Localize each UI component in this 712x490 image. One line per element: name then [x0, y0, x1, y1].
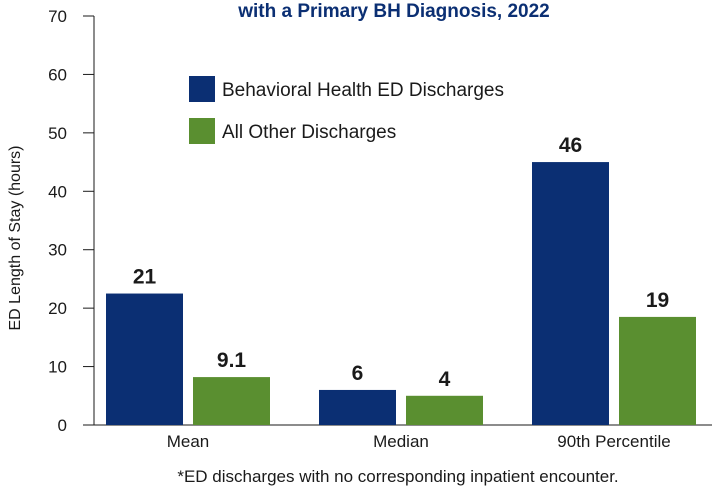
footnote: *ED discharges with no corresponding inp… — [177, 467, 618, 486]
y-axis-label: ED Length of Stay (hours) — [7, 146, 24, 331]
x-category-label: Median — [373, 432, 429, 451]
bar-value-label: 6 — [352, 362, 364, 385]
legend-label: Behavioral Health ED Discharges — [222, 80, 504, 101]
bar — [406, 395, 483, 425]
x-category-label: 90th Percentile — [557, 432, 670, 451]
bar — [319, 389, 396, 425]
y-tick-label: 0 — [58, 416, 67, 435]
legend-swatch — [189, 76, 215, 102]
y-tick-label: 60 — [48, 65, 67, 84]
bar — [619, 316, 696, 425]
category-labels: Mean Median 90th Percentile — [167, 432, 671, 451]
y-tick-label: 40 — [48, 182, 67, 201]
y-tick-label: 70 — [48, 7, 67, 26]
y-tick-label: 20 — [48, 299, 67, 318]
bar-value-label: 9.1 — [217, 349, 247, 372]
value-labels: 21 9.1 6 4 46 19 — [133, 134, 669, 391]
bar-value-label: 4 — [439, 368, 451, 391]
bar-series — [106, 162, 696, 426]
bar — [193, 377, 270, 425]
y-axis-ticks: 0 10 20 30 40 50 60 70 — [48, 7, 94, 435]
y-tick-label: 30 — [48, 241, 67, 260]
bar — [532, 162, 609, 426]
legend-swatch — [189, 118, 215, 144]
chart-title: with a Primary BH Diagnosis, 2022 — [237, 1, 550, 22]
x-category-label: Mean — [167, 432, 210, 451]
bar-value-label: 46 — [559, 134, 582, 157]
legend: Behavioral Health ED Discharges All Other… — [189, 76, 504, 144]
legend-label: All Other Discharges — [222, 122, 396, 143]
bar-value-label: 19 — [646, 289, 669, 312]
bar — [106, 293, 183, 425]
y-tick-label: 50 — [48, 124, 67, 143]
bar-value-label: 21 — [133, 266, 157, 289]
y-tick-label: 10 — [48, 358, 67, 377]
